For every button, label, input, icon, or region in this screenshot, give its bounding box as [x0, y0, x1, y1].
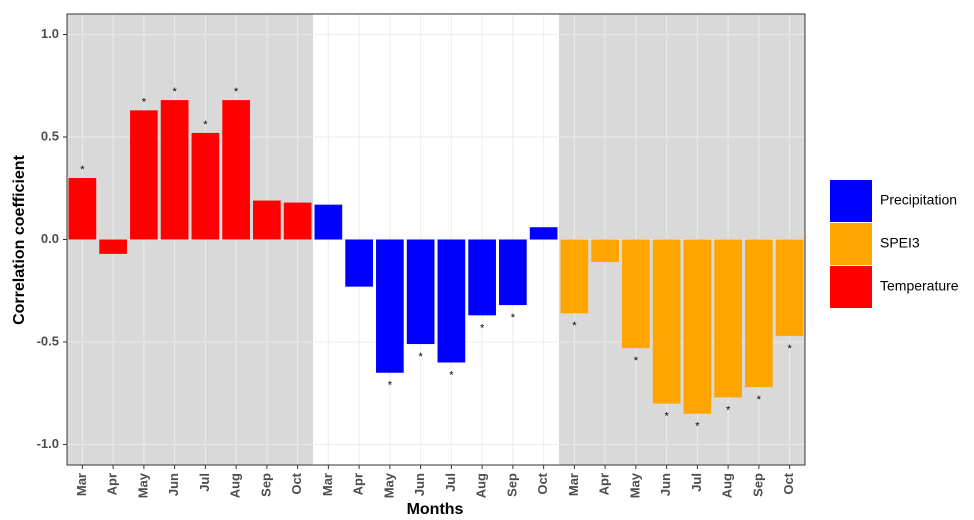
significance-marker: * — [203, 119, 208, 131]
x-tick-label: Mar — [566, 473, 581, 496]
y-tick-label: 0.0 — [41, 231, 59, 246]
bar — [683, 239, 712, 414]
x-tick-label: Aug — [474, 473, 489, 498]
bar — [652, 239, 681, 404]
bar — [68, 178, 97, 240]
x-tick-label: Jul — [197, 473, 212, 492]
x-tick-label: Jun — [412, 473, 427, 496]
bar — [314, 204, 343, 240]
x-tick-label: May — [627, 472, 642, 498]
significance-marker: * — [142, 96, 147, 108]
significance-marker: * — [449, 369, 454, 381]
x-tick-label: May — [381, 472, 396, 498]
bar — [437, 239, 466, 363]
significance-marker: * — [418, 351, 423, 363]
legend-label: Temperature — [880, 278, 959, 294]
bar — [99, 239, 127, 254]
y-tick-label: -1.0 — [37, 436, 59, 451]
legend-label: SPEI3 — [880, 235, 920, 251]
bar — [283, 202, 312, 240]
significance-marker: * — [572, 320, 577, 332]
bar — [253, 200, 281, 240]
bar — [376, 239, 404, 373]
x-tick-label: Apr — [105, 473, 120, 495]
significance-marker: * — [726, 404, 731, 416]
legend-swatch — [830, 266, 872, 308]
bar — [622, 239, 650, 349]
x-tick-label: Jul — [443, 473, 458, 492]
x-tick-label: Sep — [750, 473, 765, 497]
x-tick-label: Apr — [351, 473, 366, 495]
significance-marker: * — [511, 312, 516, 324]
bar — [130, 110, 158, 240]
bar — [222, 100, 250, 240]
bar — [406, 239, 435, 345]
x-tick-label: Sep — [504, 473, 519, 497]
x-tick-label: Aug — [228, 473, 243, 498]
bar — [160, 100, 189, 240]
x-tick-label: Jul — [689, 473, 704, 492]
bar — [529, 227, 558, 240]
significance-marker: * — [787, 343, 792, 355]
x-tick-label: Apr — [597, 473, 612, 495]
significance-marker: * — [172, 86, 177, 98]
y-axis-title: Correlation coefficient — [11, 154, 28, 324]
legend-swatch — [830, 180, 872, 222]
x-tick-label: Mar — [74, 473, 89, 496]
panel-border — [66, 13, 806, 466]
significance-marker: * — [695, 421, 700, 433]
legend-label: Precipitation — [880, 192, 957, 208]
bar — [468, 239, 496, 316]
significance-marker: * — [80, 164, 85, 176]
x-axis-title: Months — [407, 501, 464, 518]
x-tick-label: Jun — [166, 473, 181, 496]
significance-marker: * — [757, 394, 762, 406]
bar — [191, 132, 220, 240]
y-tick-label: 1.0 — [41, 26, 59, 41]
legend-swatch — [830, 223, 872, 265]
bar — [591, 239, 619, 263]
x-tick-label: Jun — [658, 473, 673, 496]
significance-marker: * — [234, 86, 239, 98]
significance-marker: * — [634, 355, 639, 367]
bar — [560, 239, 589, 314]
significance-marker: * — [388, 380, 393, 392]
bar — [775, 239, 804, 336]
x-tick-label: Oct — [289, 472, 304, 494]
x-tick-label: Oct — [781, 472, 796, 494]
x-tick-label: Aug — [720, 473, 735, 498]
x-tick-label: Mar — [320, 473, 335, 496]
bar — [499, 239, 527, 306]
bar — [714, 239, 742, 398]
x-tick-label: Oct — [535, 472, 550, 494]
bar — [345, 239, 373, 287]
x-tick-label: May — [135, 472, 150, 498]
x-tick-label: Sep — [258, 473, 273, 497]
y-tick-label: -0.5 — [37, 333, 59, 348]
y-tick-label: 0.5 — [41, 128, 59, 143]
significance-marker: * — [664, 410, 669, 422]
bar — [745, 239, 773, 388]
significance-marker: * — [480, 322, 485, 334]
